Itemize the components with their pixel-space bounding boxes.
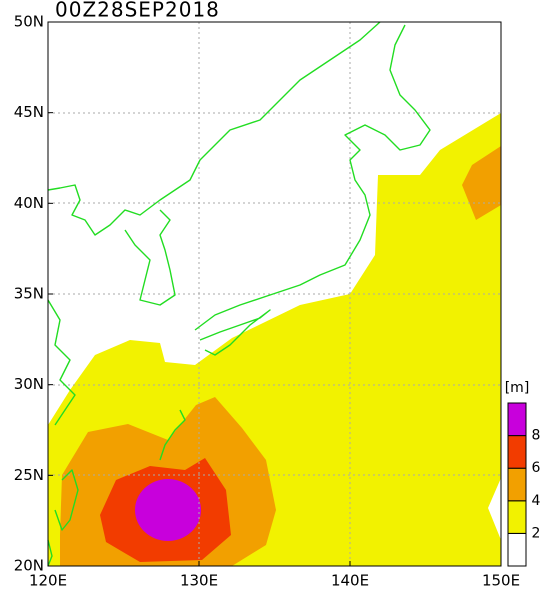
coastline — [47, 299, 76, 426]
colorbar-box — [507, 500, 527, 534]
colorbar-box — [507, 467, 527, 502]
fill-8m — [135, 479, 201, 541]
lat-label: 45N — [14, 103, 44, 121]
coastline — [47, 21, 381, 236]
coastline — [124, 209, 176, 306]
colorbar: 2 4 6 8 — [507, 402, 541, 567]
lat-label: 30N — [14, 375, 44, 393]
colorbar-label: 4 — [532, 493, 541, 509]
fill-4-6m — [462, 146, 501, 220]
grid — [48, 22, 501, 566]
colorbar-label: 6 — [532, 460, 541, 476]
lon-label: 120E — [29, 572, 67, 590]
lat-label: 40N — [14, 194, 44, 212]
wave-fill — [48, 113, 501, 566]
lon-label: 140E — [331, 572, 369, 590]
colorbar-box — [507, 532, 527, 567]
colorbar-box — [507, 402, 527, 437]
colorbar-label: 8 — [532, 428, 541, 444]
colorbar-label: 2 — [532, 525, 541, 541]
lat-label: 20N — [14, 557, 44, 575]
lon-label: 150E — [482, 572, 520, 590]
map-title: 00Z28SEP2018 — [55, 0, 220, 22]
coastlines — [47, 21, 431, 567]
lat-label: 25N — [14, 466, 44, 484]
coastline — [159, 409, 186, 461]
coastline — [199, 309, 271, 356]
coastline — [54, 469, 79, 531]
lat-label: 35N — [14, 285, 44, 303]
lon-label: 130E — [180, 572, 218, 590]
coastline — [194, 24, 431, 331]
coastline — [47, 539, 53, 567]
colorbar-unit: [m] — [505, 380, 530, 396]
lat-label: 50N — [14, 13, 44, 31]
colorbar-box — [507, 435, 527, 469]
